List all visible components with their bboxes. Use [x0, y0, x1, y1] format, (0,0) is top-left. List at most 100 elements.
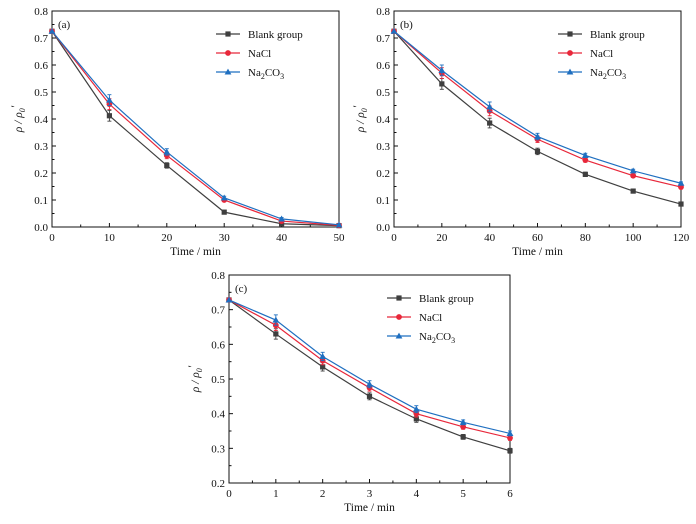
data-point — [486, 103, 494, 110]
data-point — [678, 201, 684, 207]
data-point — [335, 221, 343, 228]
x-tick-label: 2 — [320, 488, 326, 500]
data-point — [278, 215, 285, 222]
legend-label: NaCl — [590, 48, 613, 60]
y-tick-label: 0.0 — [34, 222, 48, 234]
y-tick-label: 0.1 — [34, 195, 48, 207]
chart-panel-1: 0 20 40 60 80 100 120 0.0 0.1 0.2 0.3 0.4 0.5 0.6 0.7 0… — [352, 6, 690, 258]
data-point — [225, 296, 233, 303]
x-tick-label: 0 — [49, 232, 55, 244]
series-line — [51, 30, 340, 226]
series-line — [393, 30, 682, 188]
data-point — [319, 353, 327, 360]
x-tick-label: 0 — [391, 232, 397, 244]
panel-label: (a) — [58, 19, 71, 31]
x-tick-label: 10 — [104, 232, 116, 244]
data-point — [220, 194, 228, 201]
data-point — [629, 167, 637, 174]
x-tick-label: 120 — [673, 232, 690, 244]
legend-marker — [567, 50, 573, 56]
data-point — [412, 405, 420, 412]
y-tick-label: 0.8 — [34, 6, 48, 18]
legend-marker — [225, 31, 231, 37]
x-tick-label: 20 — [436, 232, 448, 244]
legend-label: NaCl — [248, 48, 271, 60]
legend-marker — [567, 31, 573, 37]
data-point — [487, 120, 493, 126]
data-point — [630, 188, 636, 194]
data-point — [582, 157, 589, 163]
data-point — [460, 434, 466, 440]
y-tick-label: 0.4 — [211, 409, 225, 421]
data-point — [221, 209, 227, 215]
y-tick-label: 0.5 — [34, 87, 48, 99]
data-point — [438, 67, 446, 73]
y-tick-label: 0.2 — [211, 478, 225, 490]
legend-label: Blank group — [419, 293, 474, 305]
y-axis-title: ρ / ρ0′ — [352, 105, 369, 133]
series-line — [228, 299, 511, 435]
x-tick-label: 80 — [580, 232, 592, 244]
x-tick-label: 50 — [334, 232, 346, 244]
y-tick-label: 0.8 — [376, 6, 390, 18]
y-tick-label: 0.6 — [376, 60, 390, 72]
data-point — [582, 171, 588, 177]
data-point — [48, 27, 56, 34]
data-point — [534, 133, 541, 140]
data-point — [273, 331, 279, 337]
data-point — [163, 148, 171, 155]
x-tick-label: 40 — [276, 232, 288, 244]
legend-marker — [395, 332, 403, 339]
y-tick-label: 0.6 — [211, 339, 225, 351]
x-axis-title: Time / min — [344, 502, 395, 514]
legend-marker — [224, 68, 232, 75]
legend-marker — [396, 314, 402, 320]
series-line — [51, 30, 340, 226]
data-point — [507, 435, 513, 441]
x-tick-label: 5 — [460, 488, 466, 500]
series-line — [393, 30, 682, 184]
data-point — [507, 448, 513, 454]
y-axis-title: ρ / ρ0′ — [187, 365, 204, 393]
data-point — [366, 393, 373, 399]
legend-label: Blank group — [248, 29, 303, 41]
x-axis-title: Time / min — [512, 246, 563, 258]
data-point — [506, 430, 514, 436]
data-point — [320, 364, 326, 370]
x-tick-label: 1 — [273, 488, 279, 500]
y-tick-label: 0.5 — [211, 374, 225, 386]
data-point — [581, 152, 589, 158]
chart-panel-0: 0 10 20 30 40 50 0.0 0.1 0.2 0.3 0.4 0.5 0.6 0.7 0.8 Ti… — [10, 6, 345, 258]
y-tick-label: 0.1 — [376, 195, 390, 207]
plot-frame — [51, 10, 340, 228]
x-tick-label: 0 — [226, 488, 232, 500]
y-tick-label: 0.8 — [211, 270, 225, 282]
y-tick-label: 0.3 — [376, 141, 390, 153]
data-point — [460, 423, 467, 430]
panel-label: (c) — [235, 283, 248, 295]
data-point — [459, 418, 467, 425]
y-tick-label: 0.2 — [34, 168, 48, 180]
legend-marker — [566, 68, 574, 75]
data-point — [534, 148, 541, 154]
x-tick-label: 4 — [414, 488, 420, 500]
data-point — [413, 416, 419, 422]
chart-panel-2: 0 1 2 3 4 5 6 0.2 0.3 0.4 0.5 0.6 0.7 0.8 Time / min ρ … — [187, 270, 514, 514]
series-line — [393, 30, 682, 205]
x-tick-label: 40 — [484, 232, 496, 244]
panel-label: (b) — [400, 19, 413, 31]
legend-label: Blank group — [590, 29, 645, 41]
y-tick-label: 0.4 — [34, 114, 48, 126]
plot-frame — [228, 274, 511, 484]
x-tick-label: 30 — [219, 232, 231, 244]
legend-label: Na2CO3 — [590, 67, 626, 81]
legend-label: Na2CO3 — [419, 331, 455, 345]
data-point — [106, 96, 113, 103]
data-point — [106, 113, 112, 119]
y-tick-label: 0.7 — [211, 305, 225, 317]
y-tick-label: 0.4 — [376, 114, 390, 126]
data-point — [164, 162, 170, 169]
data-point — [630, 172, 637, 179]
data-point — [390, 27, 398, 34]
series-line — [51, 30, 340, 227]
